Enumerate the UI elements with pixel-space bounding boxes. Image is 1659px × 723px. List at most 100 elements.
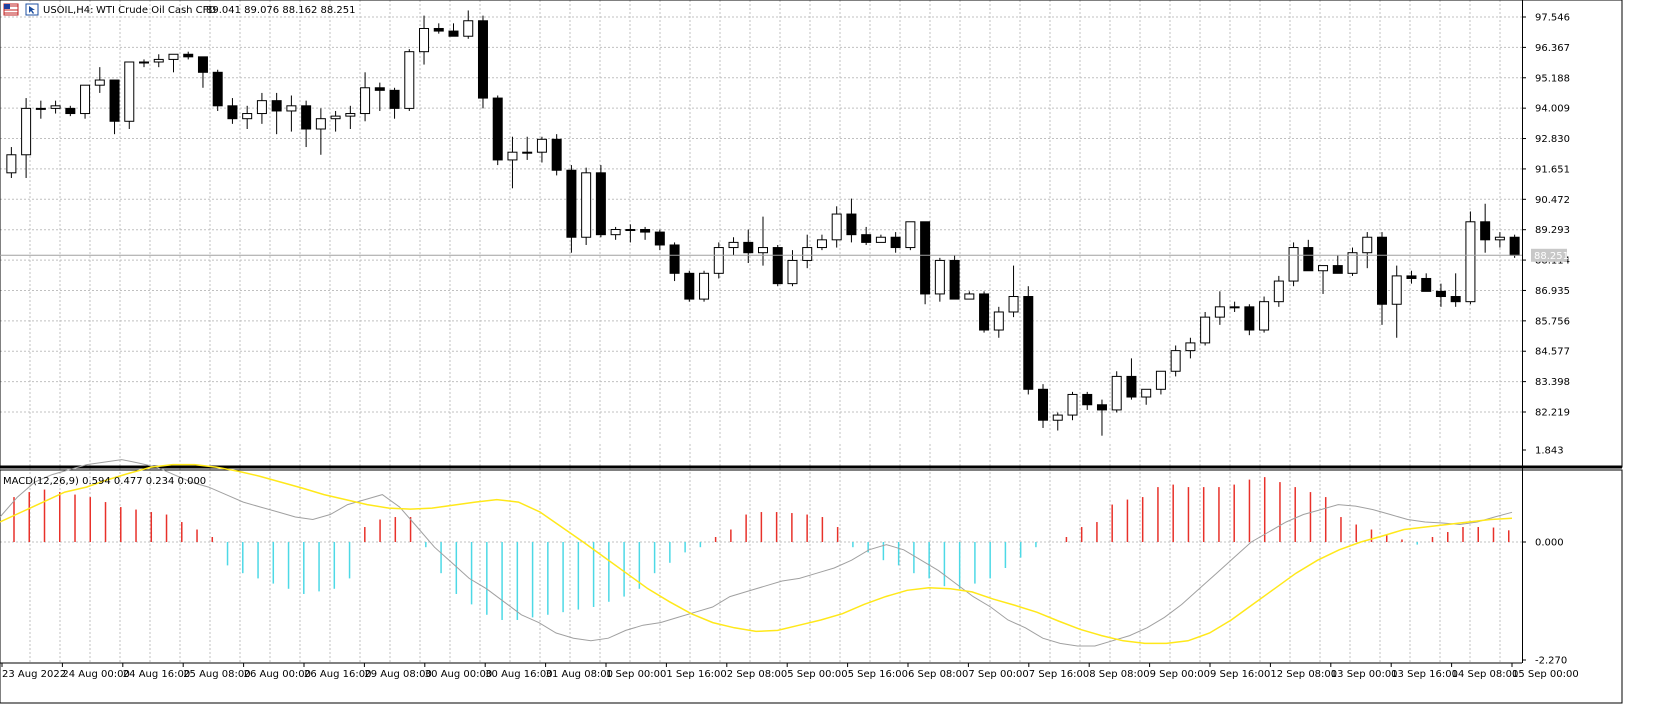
candle[interactable] — [1214, 291, 1225, 325]
candle[interactable] — [758, 216, 768, 266]
candle[interactable] — [1332, 255, 1343, 274]
candle[interactable] — [610, 226, 621, 240]
candle[interactable] — [1229, 301, 1240, 312]
candle[interactable] — [212, 69, 223, 111]
candle[interactable] — [1273, 275, 1284, 307]
candle[interactable] — [315, 108, 326, 155]
candle[interactable] — [625, 224, 636, 243]
candle[interactable] — [1244, 304, 1255, 336]
macd-histogram[interactable] — [13, 477, 1510, 620]
candle[interactable] — [1200, 311, 1211, 346]
candle[interactable] — [595, 165, 606, 238]
candle[interactable] — [581, 167, 592, 245]
candle[interactable] — [374, 82, 385, 111]
candle[interactable] — [1067, 391, 1078, 421]
candle[interactable] — [1362, 232, 1373, 269]
candle[interactable] — [684, 270, 695, 302]
candle[interactable] — [979, 291, 990, 333]
candle[interactable] — [197, 56, 208, 88]
candle[interactable] — [1509, 234, 1520, 258]
candle[interactable] — [1480, 203, 1491, 253]
candle[interactable] — [1008, 265, 1019, 318]
candle[interactable] — [345, 105, 356, 130]
candle[interactable] — [566, 165, 577, 253]
candle[interactable] — [1126, 358, 1137, 400]
candle[interactable] — [124, 61, 135, 130]
candle[interactable] — [1082, 391, 1093, 410]
candle[interactable] — [1406, 270, 1417, 284]
candle[interactable] — [640, 226, 651, 240]
candle[interactable] — [1421, 273, 1432, 292]
candle[interactable] — [1391, 265, 1402, 338]
candle[interactable] — [1465, 211, 1476, 305]
candle[interactable] — [522, 136, 533, 160]
candle[interactable] — [1435, 283, 1446, 307]
macd-line[interactable] — [0, 459, 1513, 647]
candle[interactable] — [1052, 412, 1063, 431]
candle[interactable] — [993, 306, 1004, 338]
candle[interactable] — [404, 49, 415, 111]
candle[interactable] — [1494, 232, 1505, 248]
chart-cursor-icon[interactable] — [25, 3, 39, 16]
candle[interactable] — [669, 242, 680, 282]
candle[interactable] — [1023, 286, 1034, 395]
candle[interactable] — [330, 110, 341, 132]
candle[interactable] — [890, 232, 901, 253]
candle[interactable] — [1111, 371, 1122, 413]
candle[interactable] — [1450, 273, 1461, 307]
candle[interactable] — [1038, 384, 1049, 428]
candle[interactable] — [1141, 388, 1152, 405]
candle[interactable] — [1096, 399, 1107, 436]
candle[interactable] — [256, 92, 267, 124]
candle[interactable] — [831, 206, 842, 248]
candle[interactable] — [1288, 242, 1299, 287]
candle[interactable] — [242, 105, 253, 130]
candle[interactable] — [168, 53, 179, 73]
candle[interactable] — [772, 244, 783, 287]
candle[interactable] — [419, 15, 430, 65]
candle[interactable] — [1318, 265, 1329, 294]
candle[interactable] — [905, 221, 916, 251]
candle[interactable] — [65, 105, 76, 117]
candlestick-series[interactable] — [6, 10, 1520, 436]
candle[interactable] — [448, 23, 459, 37]
candle[interactable] — [551, 134, 562, 176]
candle[interactable] — [949, 255, 960, 300]
candle[interactable] — [536, 136, 547, 163]
candle[interactable] — [816, 234, 827, 251]
candle[interactable] — [50, 100, 61, 114]
candle[interactable] — [286, 95, 297, 132]
candle[interactable] — [728, 237, 739, 256]
candle[interactable] — [920, 221, 931, 305]
candle[interactable] — [360, 72, 371, 122]
candle[interactable] — [1259, 296, 1270, 333]
candle[interactable] — [433, 23, 444, 34]
candle[interactable] — [1376, 232, 1387, 325]
candle[interactable] — [271, 92, 282, 135]
candle[interactable] — [875, 234, 886, 243]
candle[interactable] — [227, 98, 238, 124]
candle[interactable] — [802, 234, 813, 269]
macd-axis[interactable]: 1.843 0.000 -2.270 — [1522, 446, 1567, 667]
candle[interactable] — [743, 229, 754, 264]
candle[interactable] — [846, 198, 857, 243]
candle[interactable] — [964, 291, 975, 300]
candle[interactable] — [1155, 370, 1166, 395]
candle[interactable] — [934, 257, 945, 302]
candle[interactable] — [787, 250, 798, 287]
candle[interactable] — [713, 242, 724, 279]
candle[interactable] — [507, 136, 518, 189]
candle[interactable] — [699, 270, 710, 302]
candle[interactable] — [94, 67, 105, 93]
candle[interactable] — [153, 54, 164, 68]
signal-line[interactable] — [0, 463, 1513, 645]
candle[interactable] — [301, 100, 312, 148]
candle[interactable] — [35, 100, 46, 119]
candle[interactable] — [139, 59, 150, 68]
candle[interactable] — [21, 98, 32, 178]
candle[interactable] — [861, 226, 872, 245]
candle[interactable] — [389, 87, 400, 119]
candle[interactable] — [654, 229, 665, 251]
price-axis[interactable]: 97.546 96.367 95.188 94.009 92.830 91.651 90.4… — [1522, 0, 1570, 663]
